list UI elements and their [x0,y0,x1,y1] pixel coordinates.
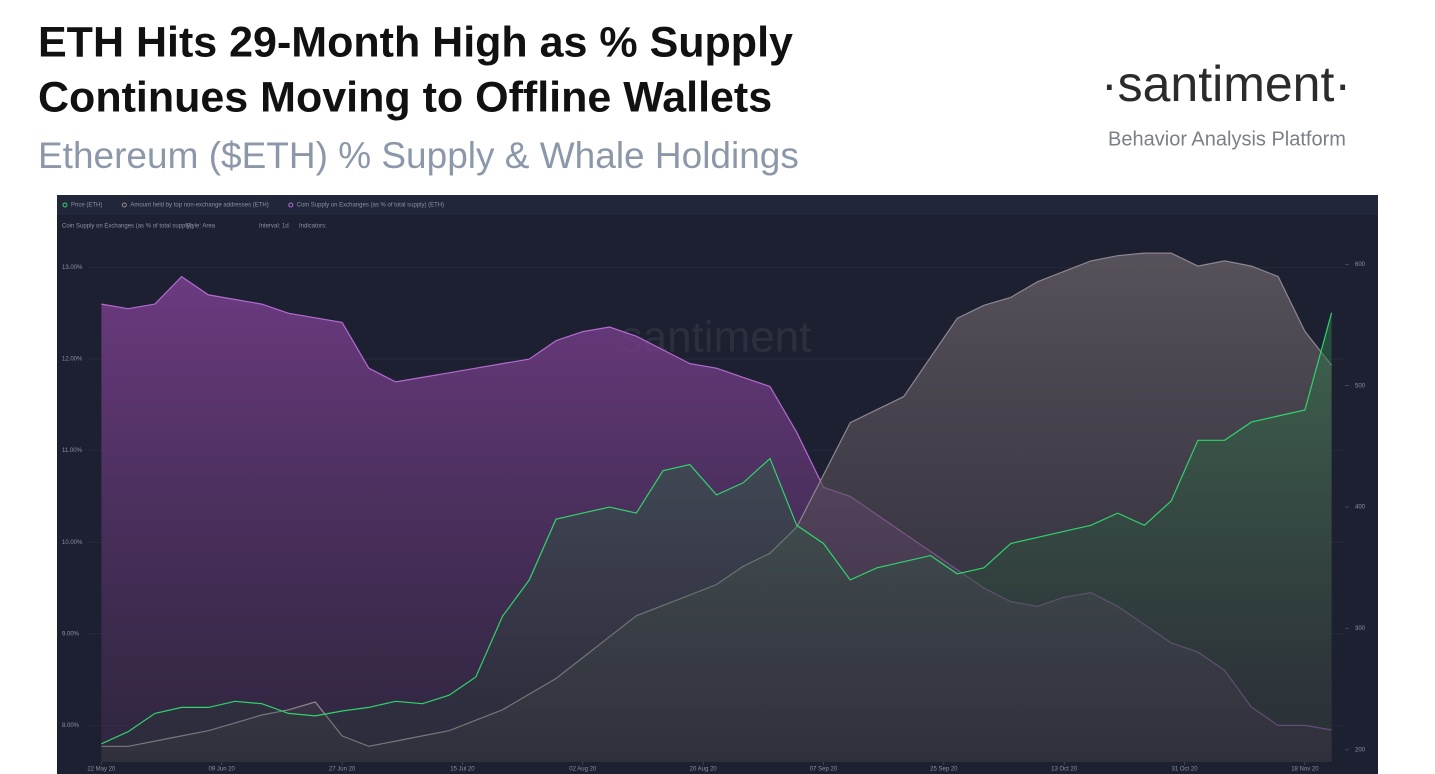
x-tick-label: 31 Oct 20 [1172,767,1199,773]
x-tick-label: 07 Sep 20 [810,767,838,773]
y2-tick-label: 300 [1355,626,1366,632]
tab-label[interactable]: Amount held by top non-exchange addresse… [130,203,268,209]
tab-bar [57,195,1378,215]
toolbar-metric: Coin Supply on Exchanges (as % of total … [62,224,194,230]
area [101,312,1332,762]
y-tick-label: 12.00% [62,357,83,363]
tab-label[interactable]: Coin Supply on Exchanges (as % of total … [297,203,444,209]
tab-dot[interactable] [288,202,294,208]
y2-tick-label: 200 [1355,747,1366,753]
title-line: Continues Moving to Offline Wallets [38,73,772,121]
line [101,312,1333,745]
toolbar-indicators[interactable]: Indicators: [299,224,327,230]
brand: ·santiment· [1101,56,1351,112]
x-tick-label: 25 Sep 20 [930,767,958,773]
y-tick-label: 10.00% [62,540,83,546]
x-tick-label: 02 Aug 20 [569,767,597,773]
y-tick-label: 8.00% [62,723,80,729]
toolbar-interval[interactable]: Interval: 1d [259,224,289,230]
tabs: Price (ETH) Amount held by top non-exchan… [62,202,444,209]
title-line: ETH Hits 29-Month High as % Supply [38,18,793,66]
y-tick-label: 9.00% [62,631,80,637]
x-tick-label: 13 Oct 20 [1051,767,1078,773]
x-tick-label: 20 Aug 20 [690,767,718,773]
tab-label[interactable]: Price (ETH) [71,203,102,209]
x-tick-label: 15 Jul 20 [450,767,475,773]
x-tick-label: 22 May 20 [87,767,116,773]
subtitle: Ethereum ($ETH) % Supply & Whale Holding… [38,135,799,176]
tagline: Behavior Analysis Platform [1108,128,1346,150]
y2-tick-label: 400 [1355,505,1366,511]
plot: 8.00% 9.00% 10.00% 11.00% 12.00% 13.00% 200 300… [62,252,1366,773]
y-tick-label: 13.00% [62,265,83,271]
tab-dot[interactable] [121,202,127,208]
x-tick-label: 09 Jun 20 [209,767,236,773]
toolbar-style[interactable]: Style: Area [186,224,216,230]
y-tick-label: 11.00% [62,448,83,454]
y2-tick-label: 600 [1355,262,1366,268]
x-tick-label: 18 Nov 20 [1291,767,1319,773]
x-tick-label: 27 Jun 20 [329,767,356,773]
tab-dot[interactable] [62,202,68,208]
y2-tick-label: 500 [1355,383,1366,389]
